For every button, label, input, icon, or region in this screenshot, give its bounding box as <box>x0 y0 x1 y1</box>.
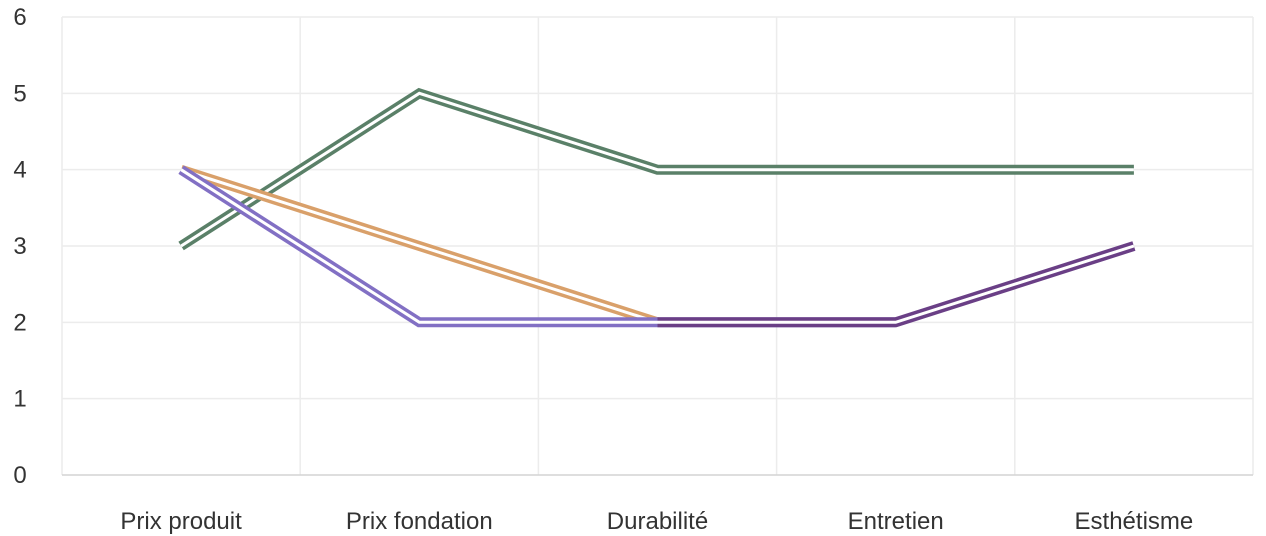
x-tick-label-4: Entretien <box>848 508 944 535</box>
x-tick-label-3: Durabilité <box>607 508 708 535</box>
x-axis-tick-labels: Prix produit Prix fondation Durabilité Entr… <box>120 508 1193 535</box>
series-line-4-outer <box>657 241 1136 328</box>
y-tick-label-2: 2 <box>13 309 26 336</box>
series-line-1 <box>178 87 1134 251</box>
x-tick-label-1: Prix produit <box>120 508 242 535</box>
y-tick-label-6: 6 <box>13 4 26 31</box>
y-tick-label-0: 0 <box>13 462 26 489</box>
series-line-4-inner <box>657 244 1135 324</box>
series-line-2 <box>179 164 660 328</box>
y-tick-label-4: 4 <box>13 157 26 184</box>
y-axis-tick-labels: 0 1 2 3 4 5 6 <box>13 4 26 489</box>
y-tick-label-1: 1 <box>13 386 26 413</box>
y-tick-label-3: 3 <box>13 233 26 260</box>
x-tick-label-2: Prix fondation <box>346 508 493 535</box>
grid-layer <box>61 16 1254 475</box>
series-layer <box>178 87 1136 328</box>
y-tick-label-5: 5 <box>13 80 26 107</box>
x-tick-label-5: Esthétisme <box>1075 508 1194 535</box>
series-line-4 <box>657 241 1136 328</box>
series-line-1-inner <box>180 91 1134 248</box>
series-line-2-inner <box>180 168 658 324</box>
